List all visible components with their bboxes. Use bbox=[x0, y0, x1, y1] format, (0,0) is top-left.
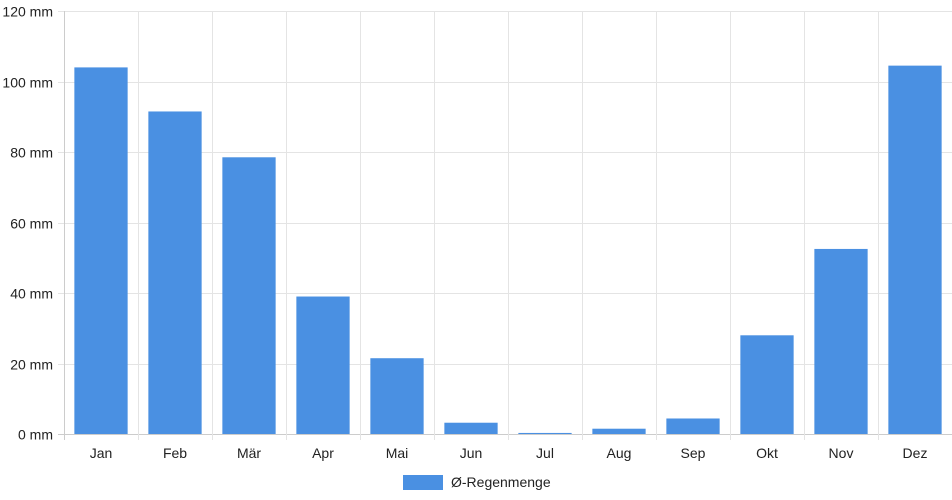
bar-mai[interactable] bbox=[370, 358, 424, 434]
bar-jan[interactable] bbox=[74, 67, 128, 435]
y-tick-label: 100 mm bbox=[2, 75, 53, 91]
bar-apr[interactable] bbox=[296, 296, 350, 434]
y-tick-label: 120 mm bbox=[2, 4, 53, 20]
x-axis-tick-labels: Jan Feb Mär Apr Mai Jun Jul Aug Sep Okt Nov Dez bbox=[90, 445, 928, 461]
x-tick-label: Aug bbox=[607, 445, 632, 461]
grid-lines bbox=[58, 11, 952, 440]
x-tick-label: Nov bbox=[829, 445, 854, 461]
y-tick-label: 20 mm bbox=[10, 357, 53, 373]
legend[interactable]: Ø-Regenmenge bbox=[403, 473, 551, 491]
bar-dez[interactable] bbox=[888, 65, 942, 434]
bar-jun[interactable] bbox=[444, 422, 498, 434]
y-tick-label: 80 mm bbox=[10, 145, 53, 161]
x-tick-label: Dez bbox=[903, 445, 928, 461]
legend-swatch bbox=[403, 474, 443, 490]
y-axis-tick-labels: 0 mm 20 mm 40 mm 60 mm 80 mm 100 mm 120 mm bbox=[2, 4, 53, 443]
x-tick-label: Okt bbox=[756, 445, 778, 461]
bar-sep[interactable] bbox=[666, 418, 720, 434]
bar-jul[interactable] bbox=[518, 432, 572, 434]
x-tick-label: Sep bbox=[681, 445, 706, 461]
y-tick-label: 40 mm bbox=[10, 286, 53, 302]
x-tick-label: Apr bbox=[312, 445, 334, 461]
x-tick-label: Jul bbox=[536, 445, 554, 461]
legend-label: Ø-Regenmenge bbox=[451, 474, 551, 490]
x-tick-label: Jan bbox=[90, 445, 113, 461]
bar-mär[interactable] bbox=[222, 157, 276, 434]
bars bbox=[74, 65, 942, 435]
bar-nov[interactable] bbox=[814, 248, 868, 434]
x-tick-label: Jun bbox=[460, 445, 483, 461]
x-tick-label: Mär bbox=[237, 445, 261, 461]
y-tick-label: 0 mm bbox=[18, 427, 53, 443]
bar-okt[interactable] bbox=[740, 335, 794, 434]
y-tick-label: 60 mm bbox=[10, 216, 53, 232]
bar-feb[interactable] bbox=[148, 111, 202, 435]
x-tick-label: Feb bbox=[163, 445, 187, 461]
x-tick-label: Mai bbox=[386, 445, 409, 461]
bar-aug[interactable] bbox=[592, 428, 646, 434]
